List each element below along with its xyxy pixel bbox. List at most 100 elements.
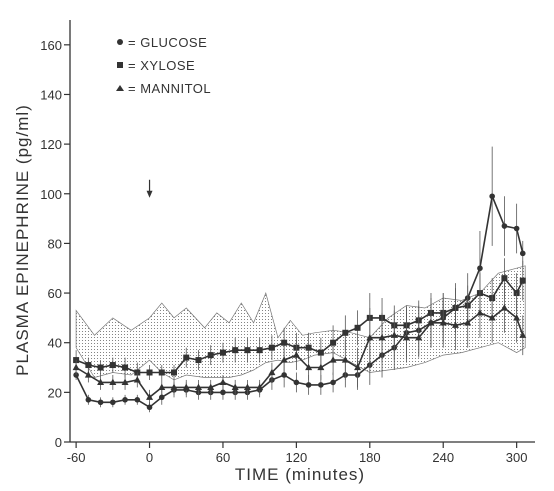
data-point xyxy=(464,319,472,326)
data-point xyxy=(122,397,128,403)
data-point xyxy=(122,364,129,371)
x-tick-label: 0 xyxy=(146,450,153,465)
x-tick-label: 300 xyxy=(506,450,528,465)
data-point xyxy=(317,363,325,371)
data-point xyxy=(84,371,92,378)
data-point xyxy=(183,354,190,361)
y-tick-label: 20 xyxy=(48,385,62,400)
y-tick-label: 0 xyxy=(55,435,62,450)
data-point xyxy=(146,393,154,400)
data-point xyxy=(500,304,508,311)
data-point xyxy=(501,223,508,229)
data-point xyxy=(318,382,324,388)
data-point xyxy=(519,277,526,284)
data-point xyxy=(427,319,435,326)
x-tick-label: 180 xyxy=(359,450,381,465)
data-point xyxy=(305,382,312,388)
legend-xylose-marker xyxy=(117,62,123,68)
data-point xyxy=(256,383,264,390)
data-point xyxy=(439,319,447,326)
data-point xyxy=(256,347,263,354)
data-point xyxy=(329,356,337,363)
x-axis-title: TIME (minutes) xyxy=(235,465,365,484)
data-point xyxy=(97,364,104,371)
data-point xyxy=(366,333,374,341)
data-point xyxy=(519,331,527,338)
data-point xyxy=(281,372,287,378)
y-tick-label: 80 xyxy=(48,236,62,251)
data-point xyxy=(244,347,251,354)
data-point xyxy=(207,383,215,390)
data-point xyxy=(341,356,349,363)
data-point xyxy=(519,250,526,257)
data-point xyxy=(330,339,337,346)
data-point xyxy=(97,399,104,406)
data-point xyxy=(501,275,508,282)
data-point xyxy=(378,333,386,341)
data-point xyxy=(513,225,520,232)
data-point xyxy=(182,383,190,390)
data-point xyxy=(146,404,153,411)
data-point xyxy=(317,349,324,356)
y-tick-label: 140 xyxy=(40,87,62,102)
y-tick-label: 40 xyxy=(48,336,62,351)
data-point xyxy=(158,394,165,401)
data-point xyxy=(280,356,288,363)
data-point xyxy=(109,378,117,386)
legend-glucose-marker xyxy=(117,39,123,45)
data-point xyxy=(220,389,226,396)
x-tick-label: -60 xyxy=(67,450,86,465)
data-point xyxy=(207,352,214,359)
data-point xyxy=(85,397,92,403)
data-point xyxy=(354,324,361,331)
y-tick-label: 120 xyxy=(40,137,62,152)
data-point xyxy=(231,383,239,390)
data-point xyxy=(415,333,423,341)
x-tick-label: 60 xyxy=(216,450,230,465)
data-point xyxy=(232,347,239,354)
x-ticks: -60 0 60 120 180 240 300 xyxy=(67,442,528,465)
data-point xyxy=(477,265,483,272)
data-point xyxy=(403,333,411,341)
data-point xyxy=(268,344,275,351)
data-point xyxy=(268,368,276,376)
axes xyxy=(69,20,535,443)
data-point xyxy=(390,331,398,338)
data-point xyxy=(488,314,496,321)
data-point xyxy=(195,357,202,364)
data-point xyxy=(451,321,459,328)
series xyxy=(72,146,527,413)
y-tick-label: 100 xyxy=(40,187,62,202)
data-point xyxy=(243,383,251,390)
data-point xyxy=(281,339,288,346)
y-tick-label: 60 xyxy=(48,286,62,301)
series-line xyxy=(75,306,524,399)
series-triangle xyxy=(72,283,527,405)
y-tick-label: 160 xyxy=(40,38,62,53)
data-point xyxy=(158,369,165,376)
data-point xyxy=(219,349,226,356)
data-point xyxy=(109,362,116,369)
data-point xyxy=(292,351,300,358)
data-point xyxy=(72,363,80,371)
y-ticks: 0 20 40 60 80 100 120 140 160 xyxy=(40,38,70,450)
data-point xyxy=(134,397,141,403)
data-point xyxy=(476,309,484,316)
data-point xyxy=(354,363,362,371)
data-point xyxy=(305,344,312,351)
data-point xyxy=(158,383,166,390)
legend-mannitol-label: = MANNITOL xyxy=(128,81,211,96)
data-point xyxy=(110,399,116,406)
y-axis-title: PLASMA EPINEPHRINE (pg/ml) xyxy=(13,104,32,376)
legend-mannitol-marker xyxy=(116,85,124,91)
data-point xyxy=(121,378,129,386)
start-arrow xyxy=(146,179,153,198)
data-point xyxy=(305,363,313,371)
data-point xyxy=(133,376,141,383)
data-point xyxy=(170,383,178,390)
data-point xyxy=(171,369,178,376)
data-point xyxy=(194,383,202,390)
band-area xyxy=(75,265,526,381)
data-point xyxy=(330,379,336,386)
